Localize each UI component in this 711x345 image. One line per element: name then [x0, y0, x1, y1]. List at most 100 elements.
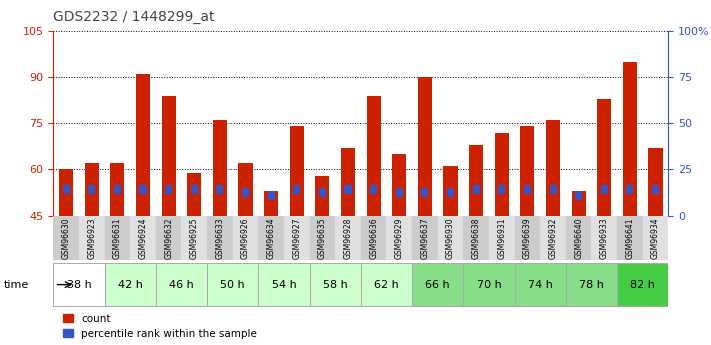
- Bar: [85, 163, 99, 216]
- Bar: [515, 216, 540, 260]
- Bar: [550, 185, 557, 194]
- Text: 82 h: 82 h: [630, 280, 655, 289]
- Bar: [444, 166, 458, 216]
- Bar: [341, 148, 355, 216]
- Bar: [53, 263, 105, 306]
- Bar: [360, 263, 412, 306]
- Bar: [422, 188, 429, 197]
- Text: GSM96934: GSM96934: [651, 218, 660, 259]
- Bar: [207, 216, 232, 260]
- Bar: [284, 216, 309, 260]
- Bar: [447, 188, 454, 197]
- Bar: [264, 191, 278, 216]
- Bar: [105, 263, 156, 306]
- Text: GSM96632: GSM96632: [164, 218, 173, 259]
- Bar: [464, 263, 515, 306]
- Bar: [520, 126, 535, 216]
- Bar: [489, 216, 515, 260]
- Bar: [418, 77, 432, 216]
- Text: GSM96640: GSM96640: [574, 218, 583, 259]
- Text: GSM96630: GSM96630: [62, 218, 70, 259]
- Bar: [367, 96, 380, 216]
- Text: GSM96933: GSM96933: [600, 218, 609, 259]
- Bar: [136, 74, 150, 216]
- Text: GSM96631: GSM96631: [113, 218, 122, 259]
- Bar: [63, 185, 70, 194]
- Bar: [566, 216, 592, 260]
- Bar: [156, 216, 181, 260]
- Text: 62 h: 62 h: [374, 280, 399, 289]
- Text: GSM96635: GSM96635: [318, 218, 327, 259]
- Text: GSM96924: GSM96924: [139, 218, 147, 259]
- Text: 58 h: 58 h: [323, 280, 348, 289]
- Text: 66 h: 66 h: [425, 280, 450, 289]
- Bar: [335, 216, 360, 260]
- Bar: [524, 185, 531, 194]
- Bar: [617, 263, 668, 306]
- Text: GSM96930: GSM96930: [446, 218, 455, 259]
- Text: 74 h: 74 h: [528, 280, 552, 289]
- Text: GDS2232 / 1448299_at: GDS2232 / 1448299_at: [53, 10, 215, 24]
- Bar: [187, 172, 201, 216]
- Bar: [572, 191, 586, 216]
- Bar: [566, 263, 617, 306]
- Bar: [643, 216, 668, 260]
- Text: 38 h: 38 h: [67, 280, 91, 289]
- Bar: [438, 216, 464, 260]
- Text: GSM96636: GSM96636: [369, 218, 378, 259]
- Text: GSM96925: GSM96925: [190, 218, 199, 259]
- Text: GSM96633: GSM96633: [215, 218, 225, 259]
- Bar: [53, 216, 79, 260]
- Text: GSM96634: GSM96634: [267, 218, 276, 259]
- Bar: [412, 263, 464, 306]
- Text: GSM96923: GSM96923: [87, 218, 96, 259]
- Bar: [309, 263, 360, 306]
- Text: GSM96926: GSM96926: [241, 218, 250, 259]
- Text: GSM96637: GSM96637: [420, 218, 429, 259]
- Bar: [617, 216, 643, 260]
- Bar: [626, 185, 634, 194]
- Bar: [110, 163, 124, 216]
- Bar: [515, 263, 566, 306]
- Bar: [592, 216, 617, 260]
- Bar: [207, 263, 258, 306]
- Bar: [165, 185, 172, 194]
- Text: 42 h: 42 h: [118, 280, 143, 289]
- Bar: [396, 188, 403, 197]
- Text: GSM96932: GSM96932: [548, 218, 557, 259]
- Bar: [597, 99, 611, 216]
- Text: time: time: [4, 280, 29, 289]
- Bar: [540, 216, 566, 260]
- Bar: [360, 216, 387, 260]
- Bar: [181, 216, 207, 260]
- Bar: [232, 216, 258, 260]
- Bar: [623, 62, 637, 216]
- Bar: [473, 185, 480, 194]
- Bar: [575, 191, 582, 200]
- Bar: [216, 185, 223, 194]
- Bar: [258, 263, 309, 306]
- Text: GSM96928: GSM96928: [343, 218, 353, 259]
- Text: GSM96931: GSM96931: [497, 218, 506, 259]
- Text: 50 h: 50 h: [220, 280, 245, 289]
- Text: 54 h: 54 h: [272, 280, 296, 289]
- Bar: [267, 191, 274, 200]
- Bar: [213, 120, 227, 216]
- Bar: [258, 216, 284, 260]
- Legend: count, percentile rank within the sample: count, percentile rank within the sample: [58, 310, 262, 343]
- Bar: [495, 132, 509, 216]
- Bar: [648, 148, 663, 216]
- Bar: [387, 216, 412, 260]
- Text: GSM96641: GSM96641: [626, 218, 634, 259]
- Text: 70 h: 70 h: [476, 280, 501, 289]
- Bar: [161, 96, 176, 216]
- Bar: [139, 185, 146, 194]
- Bar: [469, 145, 483, 216]
- Bar: [114, 185, 121, 194]
- Bar: [309, 216, 335, 260]
- Bar: [601, 185, 608, 194]
- Bar: [652, 185, 659, 194]
- Bar: [316, 176, 329, 216]
- Bar: [130, 216, 156, 260]
- Bar: [156, 263, 207, 306]
